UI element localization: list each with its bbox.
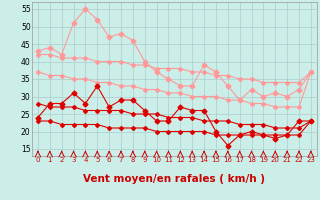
X-axis label: Vent moyen/en rafales ( km/h ): Vent moyen/en rafales ( km/h ) [84, 174, 265, 184]
